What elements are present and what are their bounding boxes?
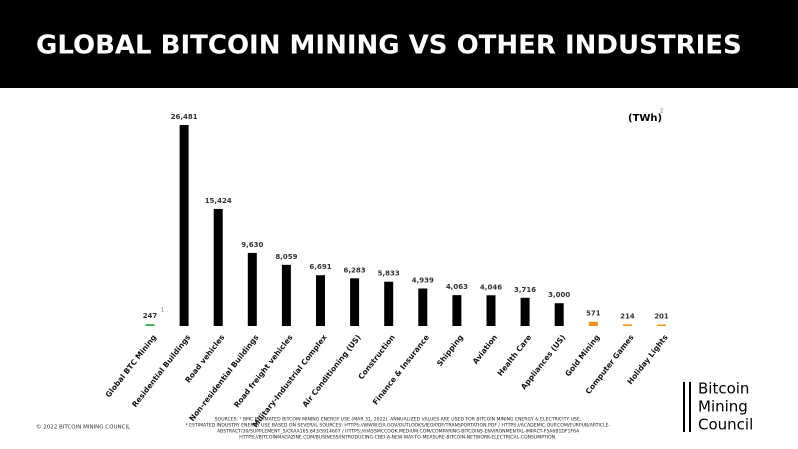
bar [145, 324, 155, 326]
value-label: 9,630 [241, 241, 263, 249]
x-tick-label: Gold Mining [563, 333, 601, 378]
bar [588, 321, 598, 326]
chart-title: GLOBAL BITCOIN MINING VS OTHER INDUSTRIE… [36, 31, 742, 61]
x-tick-label: Air Conditioning (US) [301, 333, 363, 409]
value-label: 247 [143, 312, 158, 320]
unit-label: (TWh) [628, 113, 662, 124]
bar [247, 252, 257, 326]
source-line: ² ESTIMATED INDUSTRY ENERGY USE BASED ON… [186, 423, 611, 429]
bar [179, 125, 189, 326]
bar [657, 324, 666, 326]
bar [213, 208, 223, 326]
source-line: SOURCES: ¹ BMC ESTIMATED BITCOIN MINING … [215, 417, 582, 423]
value-label: 15,424 [205, 197, 232, 205]
copyright: © 2022 BITCOIN MINING COUNCIL [36, 424, 131, 431]
source-line: HTTPS://BITCOINMAGAZINE.COM/BUSINESS/INT… [239, 435, 556, 441]
bar [452, 295, 462, 326]
value-label: 5,833 [378, 270, 400, 278]
header-band [0, 0, 798, 88]
logo-text: Council [698, 416, 753, 434]
x-tick-label: Finance & Insurance [371, 333, 431, 407]
value-label: 6,283 [344, 266, 366, 274]
source-line: ABSTRACT/30/SUPPLEMENT_5/CKAA165.843/591… [217, 429, 579, 435]
bar [486, 295, 496, 326]
value-label: 3,000 [548, 291, 570, 299]
value-label: 4,063 [446, 283, 468, 291]
bar [622, 324, 632, 326]
logo-text: Bitcoin [698, 380, 749, 398]
x-tick-label: Shipping [435, 333, 465, 368]
bar [316, 275, 325, 326]
value-label: 3,716 [514, 286, 536, 294]
value-label: 8,059 [275, 253, 297, 261]
value-label: 201 [654, 312, 669, 320]
value-label: 214 [620, 312, 635, 320]
value-label: 4,046 [480, 283, 502, 291]
bar [384, 281, 394, 326]
bar [520, 297, 530, 326]
bar [554, 303, 564, 326]
value-label: 26,481 [171, 113, 198, 121]
x-tick-label: Road freight vehicles [232, 333, 295, 410]
unit-note: 2 [660, 109, 663, 115]
bar [350, 278, 360, 326]
value-label: 571 [586, 310, 601, 318]
x-tick-label: Non-residential Buildings [187, 333, 260, 423]
footnote-marker: 1 [161, 308, 164, 314]
logo-text: Mining [698, 398, 748, 416]
value-label: 4,939 [412, 277, 434, 285]
value-label: 6,691 [309, 263, 331, 271]
bar [281, 264, 291, 326]
x-tick-label: Health Care [495, 333, 533, 378]
bar [418, 288, 428, 326]
x-tick-label: Residential Buildings [130, 333, 192, 409]
x-tick-label: Aviation [471, 333, 499, 366]
